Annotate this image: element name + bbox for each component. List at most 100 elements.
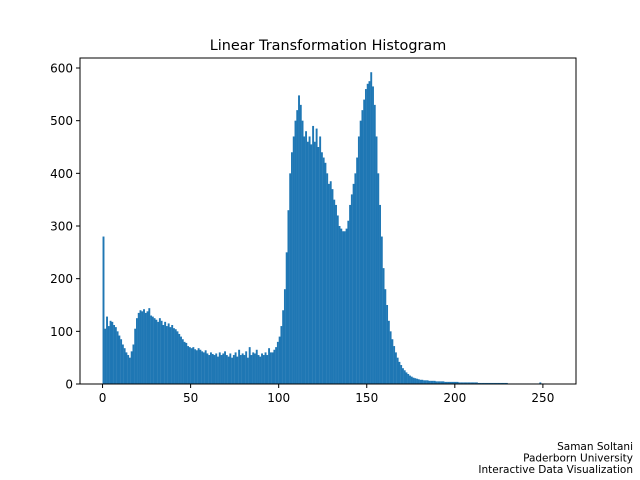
bar xyxy=(349,204,352,384)
bar xyxy=(301,120,304,384)
bar xyxy=(384,289,387,384)
bar xyxy=(373,104,376,384)
bar xyxy=(130,351,133,384)
bar xyxy=(153,318,156,384)
bar xyxy=(173,328,175,384)
bar xyxy=(400,365,403,384)
bar xyxy=(467,382,470,384)
bar xyxy=(454,381,457,384)
bar xyxy=(310,144,313,384)
y-tick-label: 400 xyxy=(50,167,73,181)
bar xyxy=(120,339,123,384)
bar xyxy=(401,368,404,384)
bar xyxy=(335,204,337,384)
bar xyxy=(495,382,498,384)
bar xyxy=(451,381,454,384)
bar xyxy=(403,370,406,384)
bar xyxy=(208,355,211,384)
bar xyxy=(446,381,448,384)
bar xyxy=(187,346,190,384)
bar xyxy=(213,355,216,384)
bar xyxy=(102,236,105,384)
y-tick-label: 300 xyxy=(50,220,73,234)
bar xyxy=(252,352,255,384)
bar xyxy=(382,268,385,384)
bar xyxy=(246,357,249,384)
bar xyxy=(266,355,269,384)
bar xyxy=(472,382,475,384)
bar xyxy=(475,382,478,384)
bar xyxy=(160,320,163,384)
bar xyxy=(370,72,373,384)
bar xyxy=(190,348,193,384)
bar xyxy=(312,125,315,385)
bar xyxy=(232,355,235,384)
bar xyxy=(539,382,542,384)
x-tick-label: 0 xyxy=(99,391,107,405)
bar xyxy=(195,350,198,384)
bar xyxy=(180,336,182,384)
bar xyxy=(204,350,207,384)
bar xyxy=(262,355,265,384)
bar xyxy=(357,136,360,384)
bar xyxy=(333,199,336,384)
bar xyxy=(241,353,244,384)
x-tick-label: 100 xyxy=(267,391,290,405)
bar xyxy=(409,375,411,384)
bar xyxy=(107,326,110,384)
bar xyxy=(127,355,130,384)
credit-text: Interactive Data Visualization xyxy=(478,464,633,476)
bar xyxy=(500,382,503,384)
bar xyxy=(285,252,288,384)
bar xyxy=(322,157,325,384)
bar xyxy=(259,356,262,384)
bar xyxy=(229,353,232,384)
bar xyxy=(162,325,165,384)
bar xyxy=(167,323,170,384)
bar xyxy=(460,382,463,384)
bar xyxy=(437,381,440,384)
bar xyxy=(245,351,248,384)
y-tick-label: 500 xyxy=(50,114,73,128)
bar xyxy=(398,361,401,384)
bar xyxy=(192,347,195,384)
bar xyxy=(366,83,369,384)
bar xyxy=(109,320,112,384)
bar xyxy=(394,352,397,384)
bar xyxy=(118,335,121,384)
bar xyxy=(491,382,494,384)
bar xyxy=(361,110,364,385)
bar xyxy=(375,136,378,384)
bar xyxy=(417,379,420,384)
bar xyxy=(336,215,339,384)
bar xyxy=(326,173,329,384)
bar xyxy=(146,311,149,384)
bar xyxy=(280,326,283,384)
bar xyxy=(498,382,501,384)
bar xyxy=(211,353,214,384)
bar xyxy=(410,376,413,384)
bar xyxy=(423,380,426,384)
bar xyxy=(343,231,346,384)
bar xyxy=(276,341,279,384)
bar xyxy=(350,194,353,384)
bar xyxy=(391,339,394,384)
bar xyxy=(363,99,366,385)
bar xyxy=(201,351,204,384)
bar xyxy=(155,319,158,384)
bar xyxy=(257,355,260,384)
bar xyxy=(271,352,274,384)
bar xyxy=(324,162,327,384)
bar xyxy=(287,210,290,384)
bar xyxy=(319,136,322,384)
y-tick-label: 200 xyxy=(50,272,73,286)
bar xyxy=(356,157,359,384)
bar xyxy=(416,378,418,384)
bar xyxy=(254,353,256,384)
bar xyxy=(296,110,299,385)
bar xyxy=(453,381,455,384)
bar xyxy=(359,120,362,384)
bar xyxy=(317,147,320,384)
bar xyxy=(328,183,330,384)
